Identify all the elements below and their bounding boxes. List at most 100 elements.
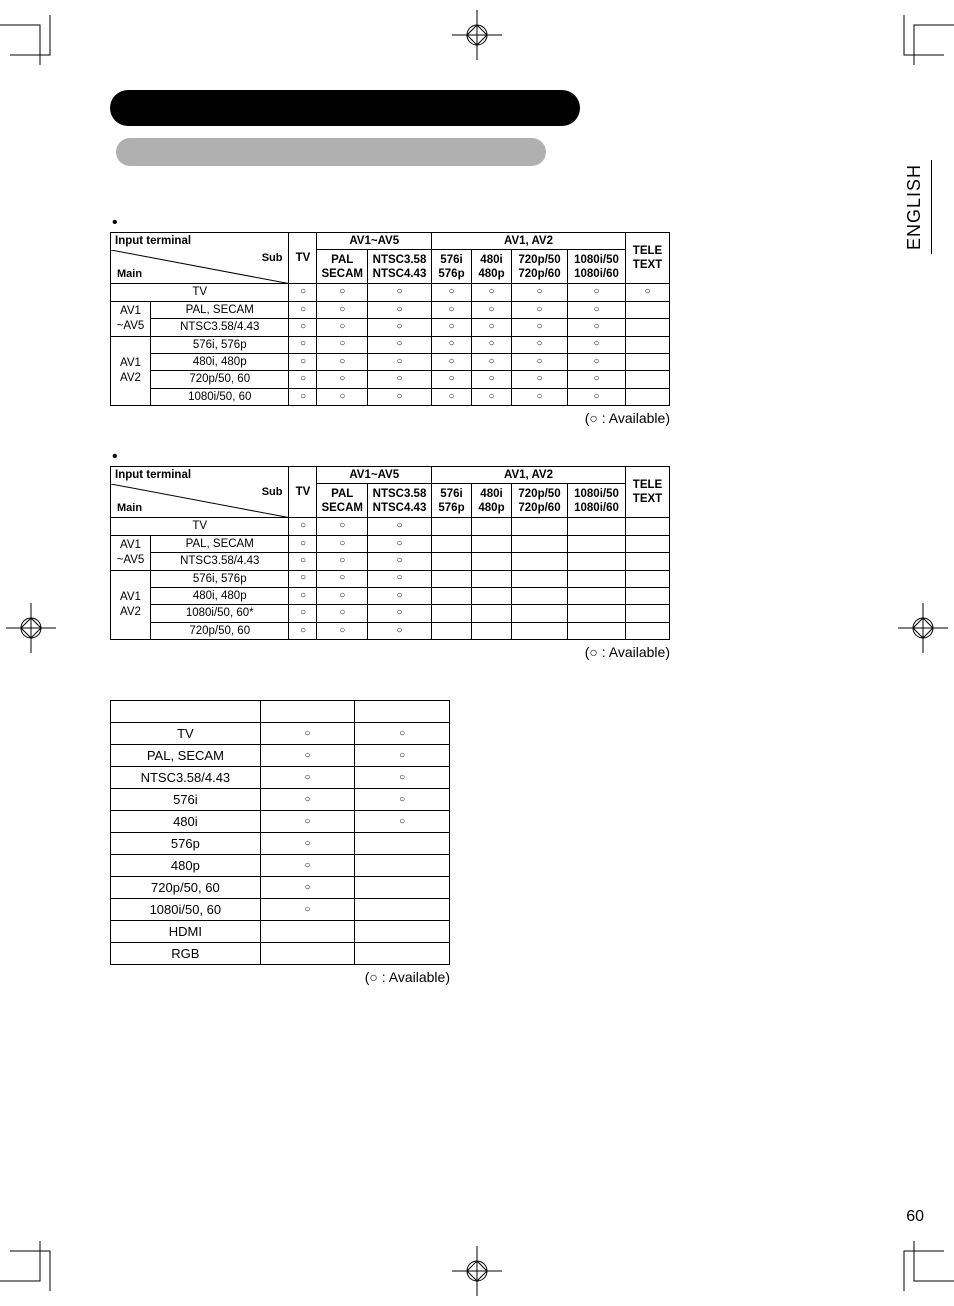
cell-label: HDMI [111,921,261,943]
table-row [111,701,450,723]
hdr-1080: 1080i/50 1080i/60 [568,250,626,284]
cell: ○ [472,319,512,336]
cell: ○ [368,301,432,318]
cell [260,943,355,965]
cell [512,587,568,604]
cell [472,605,512,622]
cell: ○ [568,371,626,388]
cell: ○ [260,877,355,899]
cell: ○ [317,535,368,552]
cell [472,622,512,639]
cell-label: 720p/50, 60 [111,877,261,899]
cell: ○ [432,301,472,318]
table-row: TV ○○○○○○○○ [111,284,670,301]
cell: ○ [317,587,368,604]
hdr-input-terminal: Input terminal [111,467,289,484]
table-row: 1080i/50, 60 ○○○○○○○ [111,388,670,405]
cell: ○ [317,605,368,622]
hdr-blank [111,701,261,723]
cell: ○ [260,855,355,877]
cell [432,535,472,552]
bullet-icon: • [112,450,118,464]
cell [355,877,450,899]
cell-label: 720p/50, 60 [151,622,289,639]
cell: ○ [317,388,368,405]
cell: ○ [289,535,317,552]
cell: ○ [289,605,317,622]
hdr-teletext: TELE TEXT [626,467,670,518]
cell: ○ [317,553,368,570]
cell-text: AV2 [120,606,141,618]
cell [626,371,670,388]
cell: ○ [289,336,317,353]
cell [626,570,670,587]
cell: ○ [512,336,568,353]
cell [472,570,512,587]
cell [568,535,626,552]
hdr-ntsc: NTSC3.58 NTSC4.43 [368,250,432,284]
hdr-sub: Sub [262,252,283,266]
cell: ○ [512,301,568,318]
cell: ○ [260,811,355,833]
cell-label: 480i [111,811,261,833]
table-row: 480p○ [111,855,450,877]
hdr-ntsc: NTSC3.58 NTSC4.43 [368,484,432,518]
cell: ○ [289,371,317,388]
hdr-720: 720p/50 720p/60 [512,250,568,284]
hdr-av15: AV1~AV5 [317,233,432,250]
cell-text: AV1 [120,357,141,369]
cell: ○ [260,789,355,811]
cell [626,518,670,535]
cell: ○ [432,371,472,388]
hdr-av15: AV1~AV5 [317,467,432,484]
cell: ○ [368,388,432,405]
cell [568,605,626,622]
table-row: 480i, 480p ○○○ [111,587,670,604]
cell-label: 576i [111,789,261,811]
cell-label: TV [111,284,289,301]
cell-label: PAL, SECAM [151,301,289,318]
available-legend: (○ : Available) [110,644,670,660]
cell-group: AV1~AV5 [111,535,151,570]
cell: ○ [472,371,512,388]
cell: ○ [260,767,355,789]
cell: ○ [289,284,317,301]
hdr-av12: AV1, AV2 [432,233,626,250]
cell: ○ [472,336,512,353]
cell: ○ [432,319,472,336]
cell [432,622,472,639]
cell: ○ [289,518,317,535]
cell: ○ [368,353,432,370]
table-row: TV○○ [111,723,450,745]
cell: ○ [355,811,450,833]
cell [512,605,568,622]
hdr-blank [260,701,355,723]
cell: ○ [355,745,450,767]
cell: ○ [260,745,355,767]
hdr-480: 480i 480p [472,250,512,284]
cell: ○ [289,301,317,318]
cell: ○ [626,284,670,301]
cell-text: AV1 [120,305,141,317]
cell-group: AV1~AV5 [111,301,151,336]
cell: ○ [568,301,626,318]
cell [512,518,568,535]
cell-label: NTSC3.58/4.43 [111,767,261,789]
cell: ○ [512,353,568,370]
table-row: PAL, SECAM○○ [111,745,450,767]
cell: ○ [289,319,317,336]
hdr-1080: 1080i/50 1080i/60 [568,484,626,518]
section-title-bar [110,90,580,126]
cell: ○ [355,723,450,745]
cell: ○ [512,371,568,388]
cell: ○ [432,336,472,353]
hdr-pal-secam: PAL SECAM [317,484,368,518]
signal-table-b: Input terminal TV AV1~AV5 AV1, AV2 TELE … [110,466,670,640]
page-content: • Input terminal TV AV1~AV5 AV1, AV2 TEL… [110,90,870,985]
table-row: 1080i/50, 60○ [111,899,450,921]
cell: ○ [317,284,368,301]
cell: ○ [317,371,368,388]
cell [472,587,512,604]
cell [568,570,626,587]
cell-group: AV1AV2 [111,336,151,406]
